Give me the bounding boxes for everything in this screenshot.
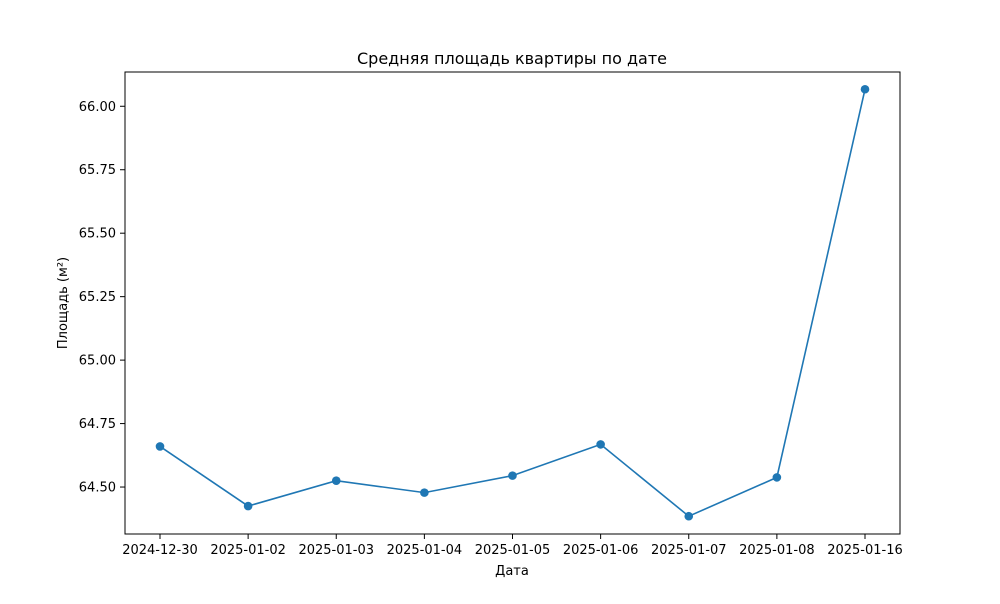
data-point (684, 511, 694, 521)
data-point (860, 84, 870, 94)
data-point (331, 476, 341, 485)
x-tick-label: 2025-01-05 (475, 543, 551, 558)
y-tick-label: 64.50 (79, 481, 116, 496)
x-tick-label: 2025-01-16 (827, 543, 903, 558)
chart-title: Средняя площадь квартиры по дате (357, 49, 667, 68)
data-point (508, 471, 517, 480)
x-axis-label: Дата (495, 564, 529, 579)
data-point (596, 440, 605, 449)
plot-frame (124, 71, 901, 535)
y-tick-label: 65.50 (79, 227, 116, 242)
data-point (772, 473, 782, 482)
y-tick-label: 65.75 (79, 163, 116, 178)
y-axis-label: Площадь (м²) (56, 257, 71, 349)
data-point (420, 488, 429, 497)
x-tick-label: 2025-01-08 (739, 543, 815, 558)
x-tick-label: 2025-01-06 (563, 543, 639, 558)
data-point (155, 442, 165, 451)
x-tick-label: 2024-12-30 (122, 543, 198, 558)
x-tick-label: 2025-01-07 (651, 543, 727, 558)
y-tick-label: 65.00 (79, 354, 116, 369)
plot-area: 64.50 64.75 65.00 65.25 65.50 65.75 66.00 2024-… (79, 71, 903, 558)
y-tick-label: 64.75 (79, 417, 116, 432)
y-tick-label: 65.25 (79, 290, 116, 305)
x-tick-label: 2025-01-02 (210, 543, 286, 558)
x-tick-label: 2025-01-03 (298, 543, 374, 558)
y-tick-label: 66.00 (79, 100, 116, 115)
series-line (159, 89, 866, 518)
x-tick-label: 2025-01-04 (387, 543, 463, 558)
data-point (243, 501, 253, 511)
